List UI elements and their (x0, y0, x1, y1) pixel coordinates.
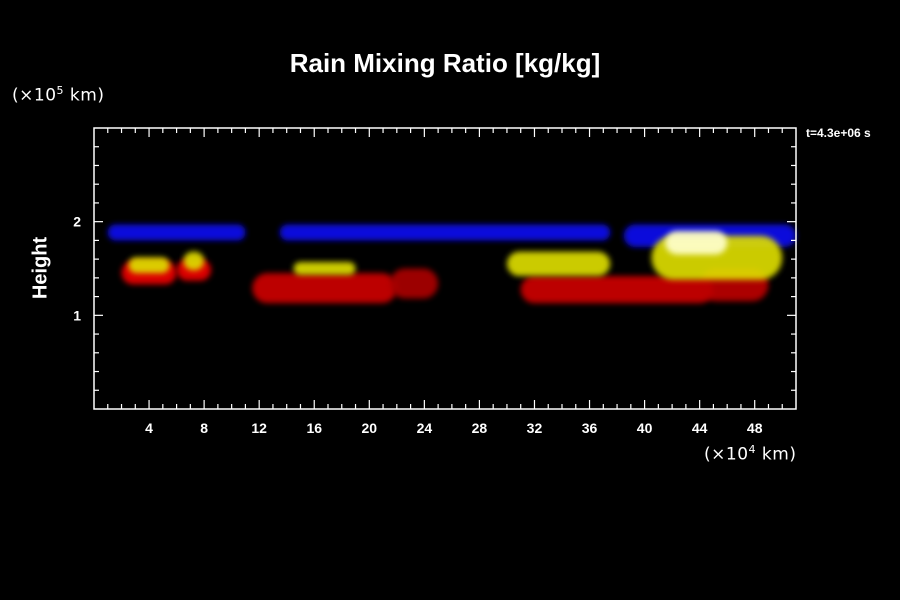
x-tick-label: 12 (251, 420, 267, 436)
x-tick-label: 40 (637, 420, 653, 436)
x-tick-label: 36 (582, 420, 598, 436)
region-rain-cell-4-peak (665, 231, 728, 255)
region-cloud-top-band-2 (279, 224, 611, 241)
x-tick-label: 16 (306, 420, 322, 436)
x-axis-unit: (×104 km) (704, 443, 796, 465)
y-tick-label: 1 (73, 307, 81, 323)
x-tick-label: 8 (200, 420, 208, 436)
region-rain-band-2 (520, 275, 714, 304)
axis-ticks (94, 128, 796, 409)
x-tick-label: 4 (145, 420, 153, 436)
y-tick-label: 2 (73, 214, 81, 230)
x-tick-label: 48 (747, 420, 763, 436)
plot-frame (93, 127, 797, 410)
y-unit-prefix: (×10 (12, 85, 57, 106)
region-rain-cell-2-core (183, 251, 205, 271)
x-unit-prefix: (×10 (704, 444, 749, 465)
x-unit-exponent: 4 (748, 443, 757, 456)
x-tick-label: 32 (527, 420, 543, 436)
field-regions (107, 224, 796, 304)
region-rain-band-1 (252, 273, 397, 304)
x-tick-label: 24 (417, 420, 433, 436)
time-stamp: t=4.3e+06 s (806, 126, 871, 140)
region-rain-cell-3 (389, 268, 439, 299)
y-unit-suffix: km) (64, 85, 105, 106)
y-unit-exponent: 5 (56, 84, 65, 97)
region-rain-band-2-core (506, 251, 611, 276)
x-tick-label: 44 (692, 420, 708, 436)
x-tick-label: 28 (472, 420, 488, 436)
y-axis-unit: (×105 km) (12, 84, 104, 106)
x-unit-suffix: km) (756, 444, 797, 465)
region-rain-cell-1-core (128, 257, 170, 274)
region-cloud-top-band-1 (107, 224, 246, 241)
region-rain-band-1-core (293, 261, 356, 276)
chart-title: Rain Mixing Ratio [kg/kg] (289, 48, 601, 78)
x-tick-label: 20 (362, 420, 378, 436)
